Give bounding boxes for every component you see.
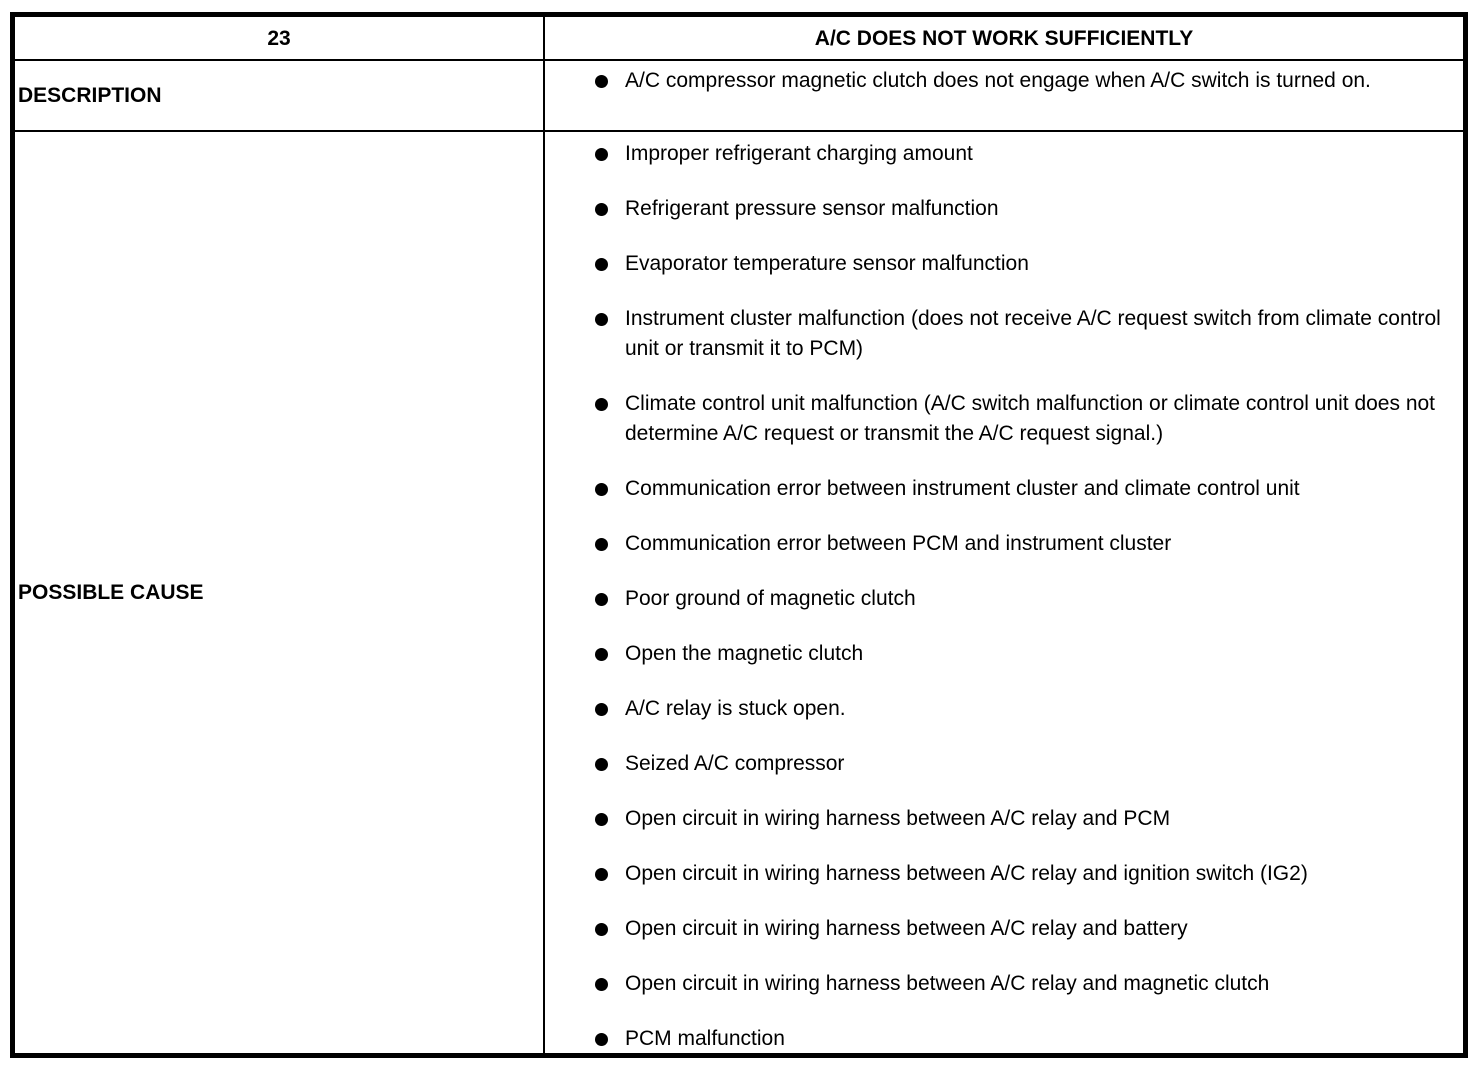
bullet-text: PCM malfunction — [625, 1027, 785, 1050]
bullet-item: Open circuit in wiring harness between A… — [595, 914, 1445, 944]
bullet-text: Seized A/C compressor — [625, 752, 845, 775]
bullet-item: Open circuit in wiring harness between A… — [595, 859, 1445, 889]
bullet-item: Climate control unit malfunction (A/C sw… — [595, 389, 1445, 449]
bullet-text: Climate control unit malfunction (A/C sw… — [625, 392, 1436, 445]
table-number: 23 — [267, 26, 291, 50]
bullet-icon — [595, 313, 608, 326]
possible-cause-content-cell: Improper refrigerant charging amount Refr… — [545, 132, 1463, 1054]
bullet-item: A/C relay is stuck open. — [595, 694, 1445, 724]
bullet-icon — [595, 258, 608, 271]
bullet-item: Communication error between PCM and inst… — [595, 529, 1445, 559]
bullet-icon — [595, 593, 608, 606]
bullet-icon — [595, 1033, 608, 1046]
description-content-cell: A/C compressor magnetic clutch does not … — [545, 61, 1463, 130]
bullet-icon — [595, 203, 608, 216]
possible-cause-bullet-list: Improper refrigerant charging amount Refr… — [545, 132, 1463, 1054]
header-title-cell: A/C DOES NOT WORK SUFFICIENTLY — [545, 17, 1463, 59]
description-row: DESCRIPTION A/C compressor magnetic clut… — [15, 61, 1463, 132]
bullet-icon — [595, 703, 608, 716]
bullet-icon — [595, 398, 608, 411]
table-header-row: 23 A/C DOES NOT WORK SUFFICIENTLY — [15, 17, 1463, 61]
table-title: A/C DOES NOT WORK SUFFICIENTLY — [814, 26, 1194, 50]
bullet-icon — [595, 75, 608, 88]
possible-cause-label: POSSIBLE CAUSE — [18, 581, 204, 605]
bullet-icon — [595, 868, 608, 881]
bullet-text: Communication error between instrument c… — [625, 477, 1300, 500]
bullet-text: Open circuit in wiring harness between A… — [625, 862, 1308, 885]
bullet-icon — [595, 923, 608, 936]
bullet-item: Improper refrigerant charging amount — [595, 139, 1445, 169]
bullet-item: Evaporator temperature sensor malfunctio… — [595, 249, 1445, 279]
bullet-text: A/C relay is stuck open. — [625, 697, 846, 720]
bullet-item: Instrument cluster malfunction (does not… — [595, 304, 1445, 364]
bullet-text: Evaporator temperature sensor malfunctio… — [625, 252, 1029, 275]
header-number-cell: 23 — [15, 17, 545, 59]
bullet-item: Refrigerant pressure sensor malfunction — [595, 194, 1445, 224]
description-bullet-list: A/C compressor magnetic clutch does not … — [545, 61, 1463, 96]
bullet-text: Open circuit in wiring harness between A… — [625, 972, 1270, 995]
possible-cause-row: POSSIBLE CAUSE Improper refrigerant char… — [15, 132, 1463, 1054]
bullet-text: Open the magnetic clutch — [625, 642, 864, 665]
bullet-icon — [595, 758, 608, 771]
bullet-icon — [595, 148, 608, 161]
bullet-icon — [595, 538, 608, 551]
bullet-item: Open circuit in wiring harness between A… — [595, 969, 1445, 999]
bullet-item: PCM malfunction — [595, 1024, 1445, 1054]
bullet-text: Communication error between PCM and inst… — [625, 532, 1172, 555]
description-label-cell: DESCRIPTION — [15, 61, 545, 130]
bullet-text: Refrigerant pressure sensor malfunction — [625, 197, 999, 220]
bullet-icon — [595, 978, 608, 991]
bullet-icon — [595, 813, 608, 826]
bullet-text: Open circuit in wiring harness between A… — [625, 807, 1171, 830]
bullet-icon — [595, 483, 608, 496]
bullet-text: Poor ground of magnetic clutch — [625, 587, 916, 610]
possible-cause-label-cell: POSSIBLE CAUSE — [15, 132, 545, 1054]
bullet-item: Open the magnetic clutch — [595, 639, 1445, 669]
bullet-item: Seized A/C compressor — [595, 749, 1445, 779]
bullet-text: Improper refrigerant charging amount — [625, 142, 973, 165]
description-label: DESCRIPTION — [18, 83, 162, 107]
bullet-text: A/C compressor magnetic clutch does not … — [625, 69, 1371, 92]
bullet-item: A/C compressor magnetic clutch does not … — [595, 66, 1445, 96]
bullet-item: Communication error between instrument c… — [595, 474, 1445, 504]
bullet-icon — [595, 648, 608, 661]
bullet-text: Instrument cluster malfunction (does not… — [625, 307, 1441, 360]
bullet-item: Open circuit in wiring harness between A… — [595, 804, 1445, 834]
bullet-item: Poor ground of magnetic clutch — [595, 584, 1445, 614]
bullet-text: Open circuit in wiring harness between A… — [625, 917, 1188, 940]
troubleshooting-table: 23 A/C DOES NOT WORK SUFFICIENTLY DESCRI… — [10, 12, 1468, 1058]
